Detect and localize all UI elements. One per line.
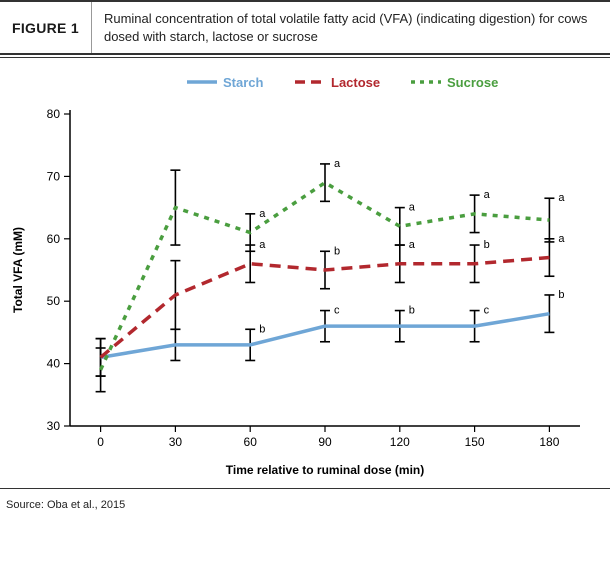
svg-text:150: 150: [465, 435, 485, 449]
svg-text:30: 30: [169, 435, 183, 449]
svg-text:90: 90: [318, 435, 332, 449]
svg-text:180: 180: [539, 435, 559, 449]
svg-text:Sucrose: Sucrose: [447, 75, 498, 90]
svg-text:40: 40: [47, 357, 61, 371]
svg-text:a: a: [334, 158, 341, 170]
svg-text:70: 70: [47, 169, 61, 183]
svg-text:a: a: [409, 202, 416, 214]
svg-text:b: b: [334, 245, 340, 257]
svg-text:a: a: [259, 208, 266, 220]
chart-svg: 30 40 50 60 70 80 0 30 60 90 120 150 180 Time relativ…: [0, 58, 610, 488]
source-line: Source: Oba et al., 2015: [0, 488, 610, 523]
svg-text:b: b: [484, 239, 490, 251]
svg-text:c: c: [334, 305, 340, 317]
chart-area: 30 40 50 60 70 80 0 30 60 90 120 150 180 Time relativ…: [0, 58, 610, 488]
svg-text:30: 30: [47, 419, 61, 433]
svg-text:120: 120: [390, 435, 410, 449]
svg-text:b: b: [259, 323, 265, 335]
figure-caption: Ruminal concentration of total volatile …: [92, 2, 610, 53]
svg-text:60: 60: [47, 232, 61, 246]
svg-text:c: c: [484, 305, 490, 317]
svg-text:a: a: [558, 192, 565, 204]
svg-text:b: b: [558, 289, 564, 301]
svg-text:50: 50: [47, 294, 61, 308]
svg-text:60: 60: [244, 435, 258, 449]
svg-text:a: a: [409, 239, 416, 251]
svg-text:Starch: Starch: [223, 75, 264, 90]
figure-header: FIGURE 1 Ruminal concentration of total …: [0, 0, 610, 55]
svg-text:0: 0: [97, 435, 104, 449]
svg-text:b: b: [409, 305, 415, 317]
svg-text:a: a: [484, 189, 491, 201]
figure-label: FIGURE 1: [0, 2, 92, 53]
svg-text:Time relative to ruminal dose: Time relative to ruminal dose (min): [226, 463, 425, 477]
svg-text:a: a: [558, 233, 565, 245]
svg-text:Total VFA (mM): Total VFA (mM): [11, 227, 25, 313]
svg-text:80: 80: [47, 107, 61, 121]
svg-text:Lactose: Lactose: [331, 75, 380, 90]
figure-container: FIGURE 1 Ruminal concentration of total …: [0, 0, 610, 523]
svg-text:a: a: [259, 239, 266, 251]
